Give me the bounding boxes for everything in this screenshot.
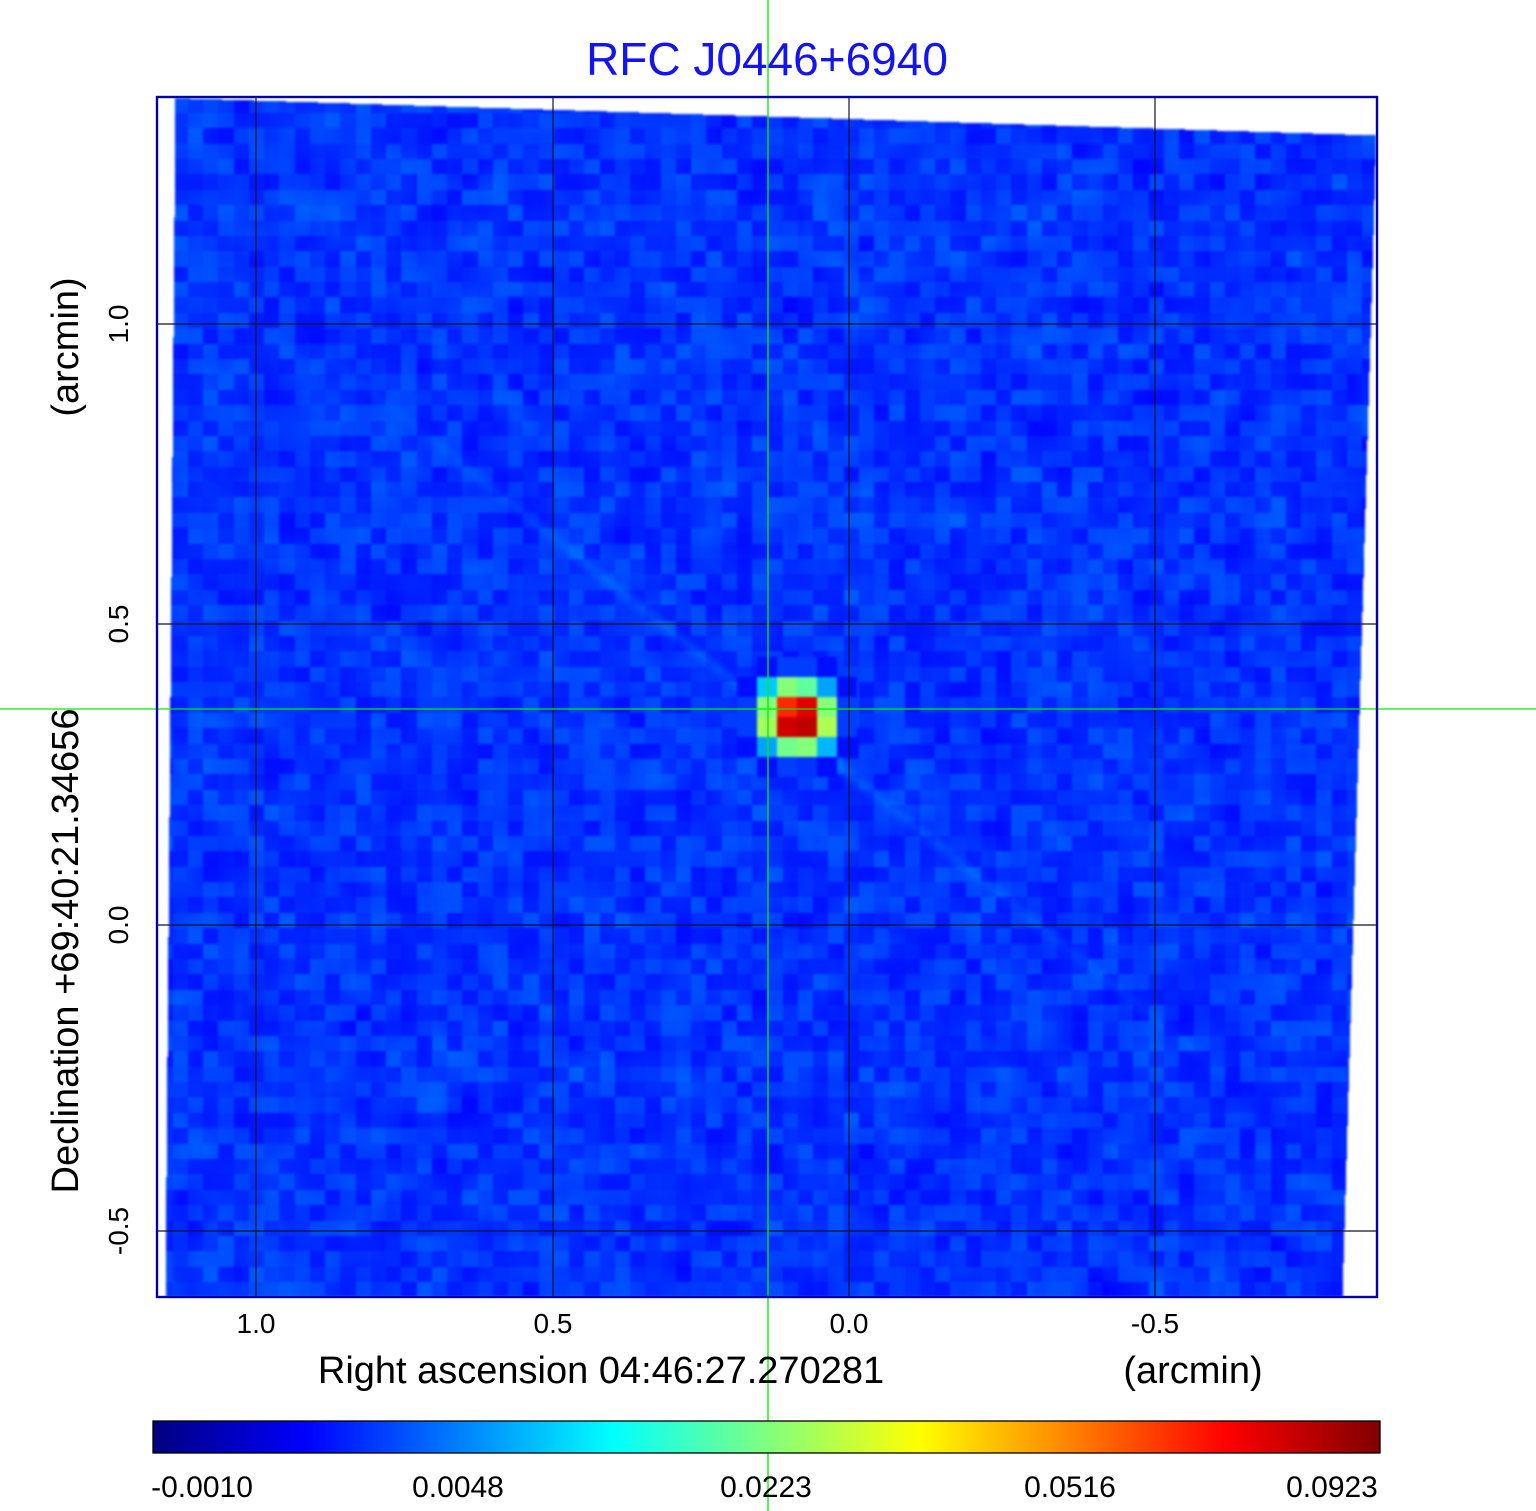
svg-text:1.0: 1.0 — [103, 305, 134, 344]
svg-text:1.0: 1.0 — [237, 1308, 276, 1339]
svg-text:0.0048: 0.0048 — [412, 1471, 504, 1504]
svg-text:0.0: 0.0 — [830, 1308, 869, 1339]
svg-text:(arcmin): (arcmin) — [1123, 1350, 1262, 1392]
svg-text:-0.5: -0.5 — [1131, 1308, 1179, 1339]
svg-text:0.5: 0.5 — [534, 1308, 573, 1339]
svg-text:Right ascension 04:46:27.2702: Right ascension 04:46:27.270281 — [318, 1350, 884, 1392]
svg-text:(arcmin): (arcmin) — [45, 277, 87, 416]
svg-text:0.0516: 0.0516 — [1024, 1471, 1116, 1504]
svg-text:RFC J0446+6940: RFC J0446+6940 — [586, 33, 948, 85]
svg-text:Declination +69:40:21.34656: Declination +69:40:21.34656 — [45, 709, 87, 1194]
svg-text:0.0: 0.0 — [103, 906, 134, 945]
svg-text:0.0223: 0.0223 — [720, 1471, 812, 1504]
svg-text:0.5: 0.5 — [103, 605, 134, 644]
svg-text:0.0923: 0.0923 — [1286, 1471, 1378, 1504]
svg-text:-0.0010: -0.0010 — [151, 1471, 253, 1504]
svg-text:-0.5: -0.5 — [103, 1207, 134, 1255]
